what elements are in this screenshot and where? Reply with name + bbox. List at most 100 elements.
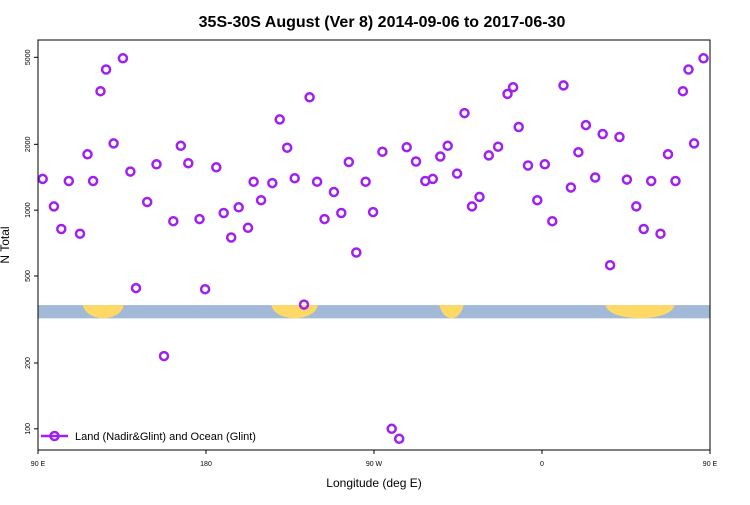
- data-point: [410, 156, 422, 167]
- data-point: [336, 207, 347, 219]
- data-point: [351, 247, 362, 258]
- data-point: [466, 201, 478, 212]
- data-point: [580, 119, 592, 131]
- data-points: [38, 53, 709, 445]
- data-point: [442, 140, 453, 152]
- data-point: [304, 92, 315, 103]
- data-point: [95, 85, 106, 97]
- data-point: [401, 141, 412, 153]
- data-point: [248, 176, 259, 187]
- data-point: [513, 121, 524, 133]
- data-point: [386, 423, 397, 435]
- data-point: [151, 159, 162, 170]
- land-mass: [605, 305, 675, 319]
- data-point: [274, 114, 285, 125]
- data-point: [225, 232, 237, 243]
- y-tick-label: 100: [25, 423, 32, 435]
- x-tick-label: 180: [200, 461, 212, 468]
- data-point: [502, 88, 513, 100]
- x-tick-label: 90 W: [366, 461, 383, 468]
- data-point: [117, 53, 129, 64]
- data-point: [87, 175, 99, 187]
- data-point: [56, 223, 67, 235]
- data-point: [100, 64, 112, 75]
- data-point: [547, 215, 558, 227]
- data-point: [427, 173, 439, 185]
- chart-title: 35S-30S August (Ver 8) 2014-09-06 to 201…: [199, 14, 566, 31]
- ocean-band: [38, 305, 710, 319]
- data-point: [168, 215, 179, 227]
- x-tick-label: 90 E: [703, 461, 718, 468]
- data-point: [539, 159, 551, 170]
- y-tick-label: 200: [25, 357, 32, 369]
- data-point: [281, 142, 293, 153]
- land-mass: [439, 305, 464, 319]
- x-axis: 90 E 180 90 W 0 90 E: [31, 450, 718, 468]
- x-axis-label: Longitude (deg E): [326, 476, 421, 490]
- plot-frame: [37, 39, 711, 451]
- data-point: [63, 175, 75, 187]
- legend-marker: [49, 430, 60, 442]
- data-point: [343, 156, 355, 168]
- data-point: [175, 140, 187, 152]
- legend: Land (Nadir&Glint) and Ocean (Glint): [41, 430, 256, 443]
- data-point: [319, 213, 330, 225]
- data-point: [298, 299, 310, 310]
- x-tick-label: 0: [540, 461, 544, 468]
- data-point: [474, 191, 485, 203]
- data-point: [565, 182, 577, 193]
- legend-label: Land (Nadir&Glint) and Ocean (Glint): [75, 431, 256, 443]
- data-point: [158, 350, 170, 362]
- data-point: [483, 150, 495, 161]
- land-mass: [82, 305, 124, 319]
- data-point: [393, 433, 405, 445]
- data-point: [683, 64, 694, 75]
- data-point: [670, 175, 681, 187]
- data-point: [199, 283, 211, 295]
- data-point: [677, 85, 689, 97]
- data-point: [459, 107, 470, 119]
- data-point: [360, 176, 371, 187]
- data-point: [183, 157, 194, 169]
- y-tick-label: 2000: [25, 136, 32, 152]
- data-point: [645, 175, 657, 187]
- data-point: [289, 172, 300, 184]
- data-point: [108, 138, 119, 149]
- data-point: [194, 213, 205, 225]
- y-axis: 100 200 500 1000 2000 5000: [25, 49, 38, 435]
- data-point: [141, 196, 153, 208]
- data-point: [211, 162, 222, 173]
- data-point: [74, 228, 86, 239]
- data-point: [662, 149, 674, 160]
- data-point: [435, 151, 446, 162]
- data-point: [328, 186, 340, 198]
- data-point: [573, 146, 584, 158]
- data-point: [255, 194, 267, 206]
- data-point: [267, 177, 278, 189]
- data-point: [451, 168, 463, 179]
- data-point: [638, 223, 649, 235]
- data-point: [242, 222, 254, 234]
- data-point: [614, 131, 625, 143]
- data-point: [125, 166, 136, 177]
- data-point: [621, 174, 633, 185]
- data-point: [631, 201, 642, 212]
- data-point: [130, 282, 142, 294]
- data-point: [688, 138, 700, 149]
- data-point: [367, 206, 379, 218]
- data-point: [558, 80, 569, 91]
- data-point: [233, 202, 244, 213]
- data-point: [377, 146, 388, 157]
- y-tick-label: 1000: [25, 202, 32, 218]
- data-point: [655, 228, 666, 239]
- y-axis-label: N Total: [0, 226, 12, 263]
- data-point: [38, 173, 48, 185]
- x-tick-label: 90 E: [31, 461, 46, 468]
- data-point: [597, 128, 608, 140]
- data-point: [604, 259, 616, 271]
- data-point: [532, 194, 543, 206]
- data-point: [82, 149, 93, 160]
- data-point: [311, 176, 323, 187]
